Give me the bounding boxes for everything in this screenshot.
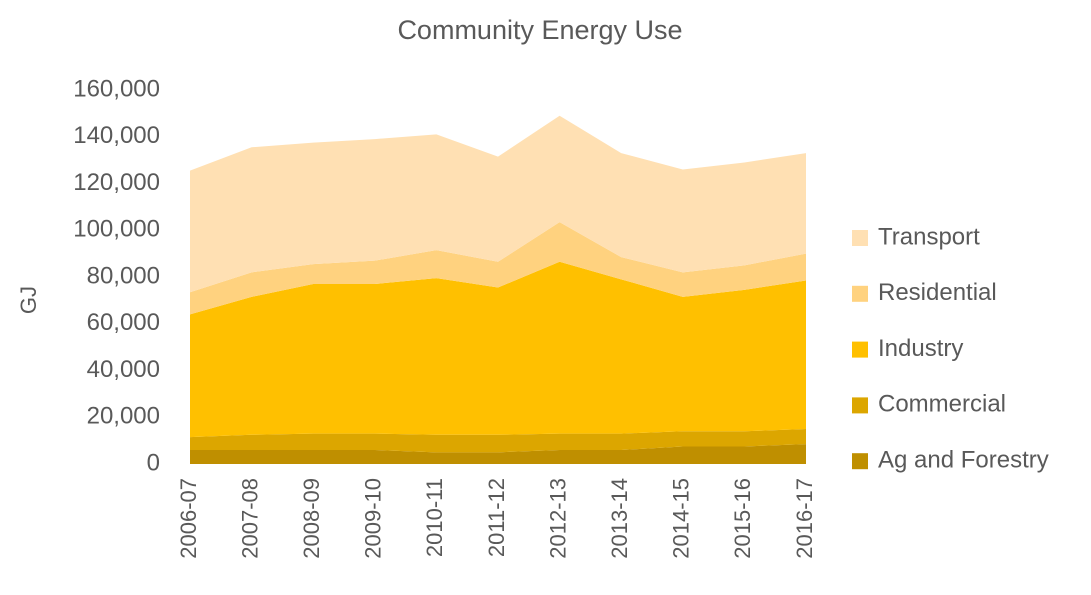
x-tick-label: 2009-10 bbox=[361, 478, 386, 559]
x-tick-label: 2013-14 bbox=[607, 478, 632, 559]
x-tick-label: 2015-16 bbox=[730, 478, 755, 559]
legend-label: Ag and Forestry bbox=[878, 447, 1049, 474]
legend-swatch bbox=[852, 285, 868, 302]
y-tick-label: 80,000 bbox=[87, 262, 160, 289]
y-tick-label: 40,000 bbox=[87, 356, 160, 383]
x-tick-label: 2011-12 bbox=[484, 478, 509, 557]
x-tick-label: 2016-17 bbox=[792, 478, 817, 559]
y-tick-label: 120,000 bbox=[73, 169, 160, 196]
y-tick-label: 140,000 bbox=[73, 122, 160, 149]
legend-label: Industry bbox=[878, 335, 963, 362]
y-tick-label: 60,000 bbox=[87, 309, 160, 336]
x-tick-label: 2012-13 bbox=[545, 478, 570, 559]
x-tick-label: 2014-15 bbox=[669, 478, 694, 559]
x-tick-label: 2010-11 bbox=[422, 478, 447, 557]
legend-swatch bbox=[852, 397, 868, 414]
y-tick-label: 160,000 bbox=[73, 75, 160, 102]
legend-swatch bbox=[852, 230, 868, 246]
x-tick-label: 2008-09 bbox=[299, 478, 324, 559]
y-tick-label: 100,000 bbox=[73, 216, 160, 243]
area bbox=[190, 444, 806, 464]
legend-swatch bbox=[852, 341, 868, 358]
chart-title: Community Energy Use bbox=[397, 15, 682, 45]
y-axis-label: GJ bbox=[16, 286, 41, 314]
legend-label: Residential bbox=[878, 279, 997, 306]
legend-swatch bbox=[852, 453, 868, 470]
legend-label: Commercial bbox=[878, 391, 1006, 418]
legend-label: Transport bbox=[878, 223, 980, 250]
area bbox=[190, 428, 806, 453]
y-tick-label: 20,000 bbox=[87, 403, 160, 430]
x-tick-label: 2006-07 bbox=[176, 478, 201, 559]
area bbox=[190, 115, 806, 293]
x-tick-label: 2007-08 bbox=[237, 478, 262, 559]
y-tick-label: 0 bbox=[147, 449, 160, 476]
area bbox=[190, 261, 806, 438]
area bbox=[190, 222, 806, 315]
